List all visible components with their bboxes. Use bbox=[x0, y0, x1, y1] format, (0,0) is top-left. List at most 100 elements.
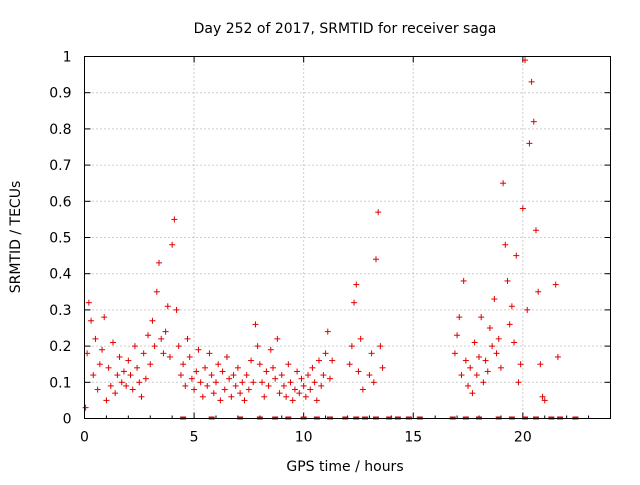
data-point bbox=[377, 343, 384, 350]
data-point bbox=[215, 361, 222, 368]
data-point bbox=[460, 277, 467, 284]
data-point bbox=[243, 372, 250, 379]
data-point bbox=[254, 343, 261, 350]
data-point bbox=[204, 382, 211, 389]
data-point bbox=[291, 386, 298, 393]
y-tick-label: 0.6 bbox=[49, 194, 71, 210]
data-point bbox=[140, 350, 147, 357]
x-tick-label: 15 bbox=[404, 430, 422, 446]
data-point bbox=[248, 357, 255, 364]
data-point bbox=[283, 393, 290, 400]
data-point bbox=[329, 357, 336, 364]
data-point bbox=[136, 379, 143, 386]
data-point bbox=[171, 216, 178, 223]
x-tick-label: 0 bbox=[80, 430, 89, 446]
data-point bbox=[219, 368, 226, 375]
y-axis-label: SRMTID / TECUs bbox=[8, 181, 24, 294]
data-point bbox=[226, 375, 233, 382]
data-point bbox=[186, 353, 193, 360]
data-point bbox=[116, 353, 123, 360]
data-point bbox=[491, 296, 498, 303]
data-point bbox=[309, 364, 316, 371]
data-point bbox=[497, 364, 504, 371]
data-point bbox=[166, 353, 173, 360]
data-point bbox=[164, 303, 171, 310]
data-point bbox=[465, 382, 472, 389]
data-point bbox=[462, 357, 469, 364]
data-point bbox=[182, 382, 189, 389]
data-point bbox=[311, 379, 318, 386]
data-point bbox=[300, 382, 307, 389]
data-point bbox=[160, 350, 167, 357]
data-point bbox=[526, 140, 533, 147]
data-point bbox=[471, 339, 478, 346]
data-point bbox=[451, 350, 458, 357]
data-point bbox=[513, 252, 520, 259]
data-point bbox=[495, 335, 502, 342]
data-point bbox=[173, 306, 180, 313]
chart-title: Day 252 of 2017, SRMTID for receiver sag… bbox=[194, 21, 497, 37]
data-point bbox=[105, 364, 112, 371]
data-point bbox=[539, 393, 546, 400]
data-point bbox=[228, 393, 235, 400]
data-point bbox=[84, 350, 91, 357]
data-point bbox=[480, 379, 487, 386]
data-point bbox=[241, 397, 248, 404]
data-point bbox=[195, 346, 202, 353]
data-point bbox=[537, 361, 544, 368]
data-point bbox=[256, 361, 263, 368]
data-point bbox=[305, 372, 312, 379]
data-point bbox=[267, 346, 274, 353]
data-point bbox=[469, 390, 476, 397]
y-tick-label: 0.3 bbox=[49, 303, 71, 319]
data-point bbox=[302, 393, 309, 400]
data-point bbox=[508, 303, 515, 310]
data-point bbox=[454, 332, 461, 339]
data-point bbox=[313, 397, 320, 404]
x-tick-label: 5 bbox=[190, 430, 199, 446]
data-point bbox=[276, 390, 283, 397]
data-point bbox=[261, 393, 268, 400]
data-point bbox=[493, 350, 500, 357]
data-point bbox=[94, 386, 101, 393]
data-point bbox=[223, 353, 230, 360]
data-point bbox=[272, 375, 279, 382]
data-point bbox=[151, 343, 158, 350]
data-point bbox=[90, 372, 97, 379]
data-point bbox=[357, 335, 364, 342]
data-point bbox=[326, 375, 333, 382]
data-point bbox=[370, 379, 377, 386]
y-tick-label: 0.1 bbox=[49, 375, 71, 391]
data-point bbox=[473, 372, 480, 379]
data-point bbox=[280, 382, 287, 389]
x-axis-label: GPS time / hours bbox=[286, 459, 403, 475]
data-point bbox=[109, 339, 116, 346]
data-point bbox=[348, 343, 355, 350]
data-point bbox=[125, 357, 132, 364]
data-point bbox=[208, 372, 215, 379]
data-point bbox=[530, 118, 537, 125]
data-point bbox=[269, 364, 276, 371]
data-point bbox=[213, 379, 219, 386]
data-point bbox=[169, 241, 176, 248]
data-point bbox=[114, 372, 121, 379]
data-point bbox=[535, 288, 542, 295]
data-point bbox=[191, 386, 198, 393]
data-point bbox=[252, 321, 259, 328]
y-tick-label: 0.5 bbox=[49, 231, 71, 247]
data-point bbox=[522, 57, 529, 64]
data-point bbox=[210, 390, 217, 397]
data-point bbox=[112, 390, 119, 397]
data-point bbox=[504, 277, 511, 284]
y-tick-label: 1 bbox=[63, 50, 72, 66]
data-point bbox=[239, 379, 246, 386]
data-point bbox=[486, 325, 493, 331]
data-point bbox=[274, 335, 281, 342]
data-point bbox=[107, 382, 114, 389]
y-tick-label: 0.2 bbox=[49, 339, 71, 355]
data-point bbox=[296, 390, 303, 397]
data-point bbox=[134, 364, 141, 371]
tick-labels: 0 5 10 15 20 0 0.1 0.2 0.3 0.4 0.5 0.6 0.7 0.8 0.9 1 bbox=[49, 50, 532, 446]
data-point bbox=[456, 314, 463, 321]
data-point bbox=[552, 281, 559, 288]
